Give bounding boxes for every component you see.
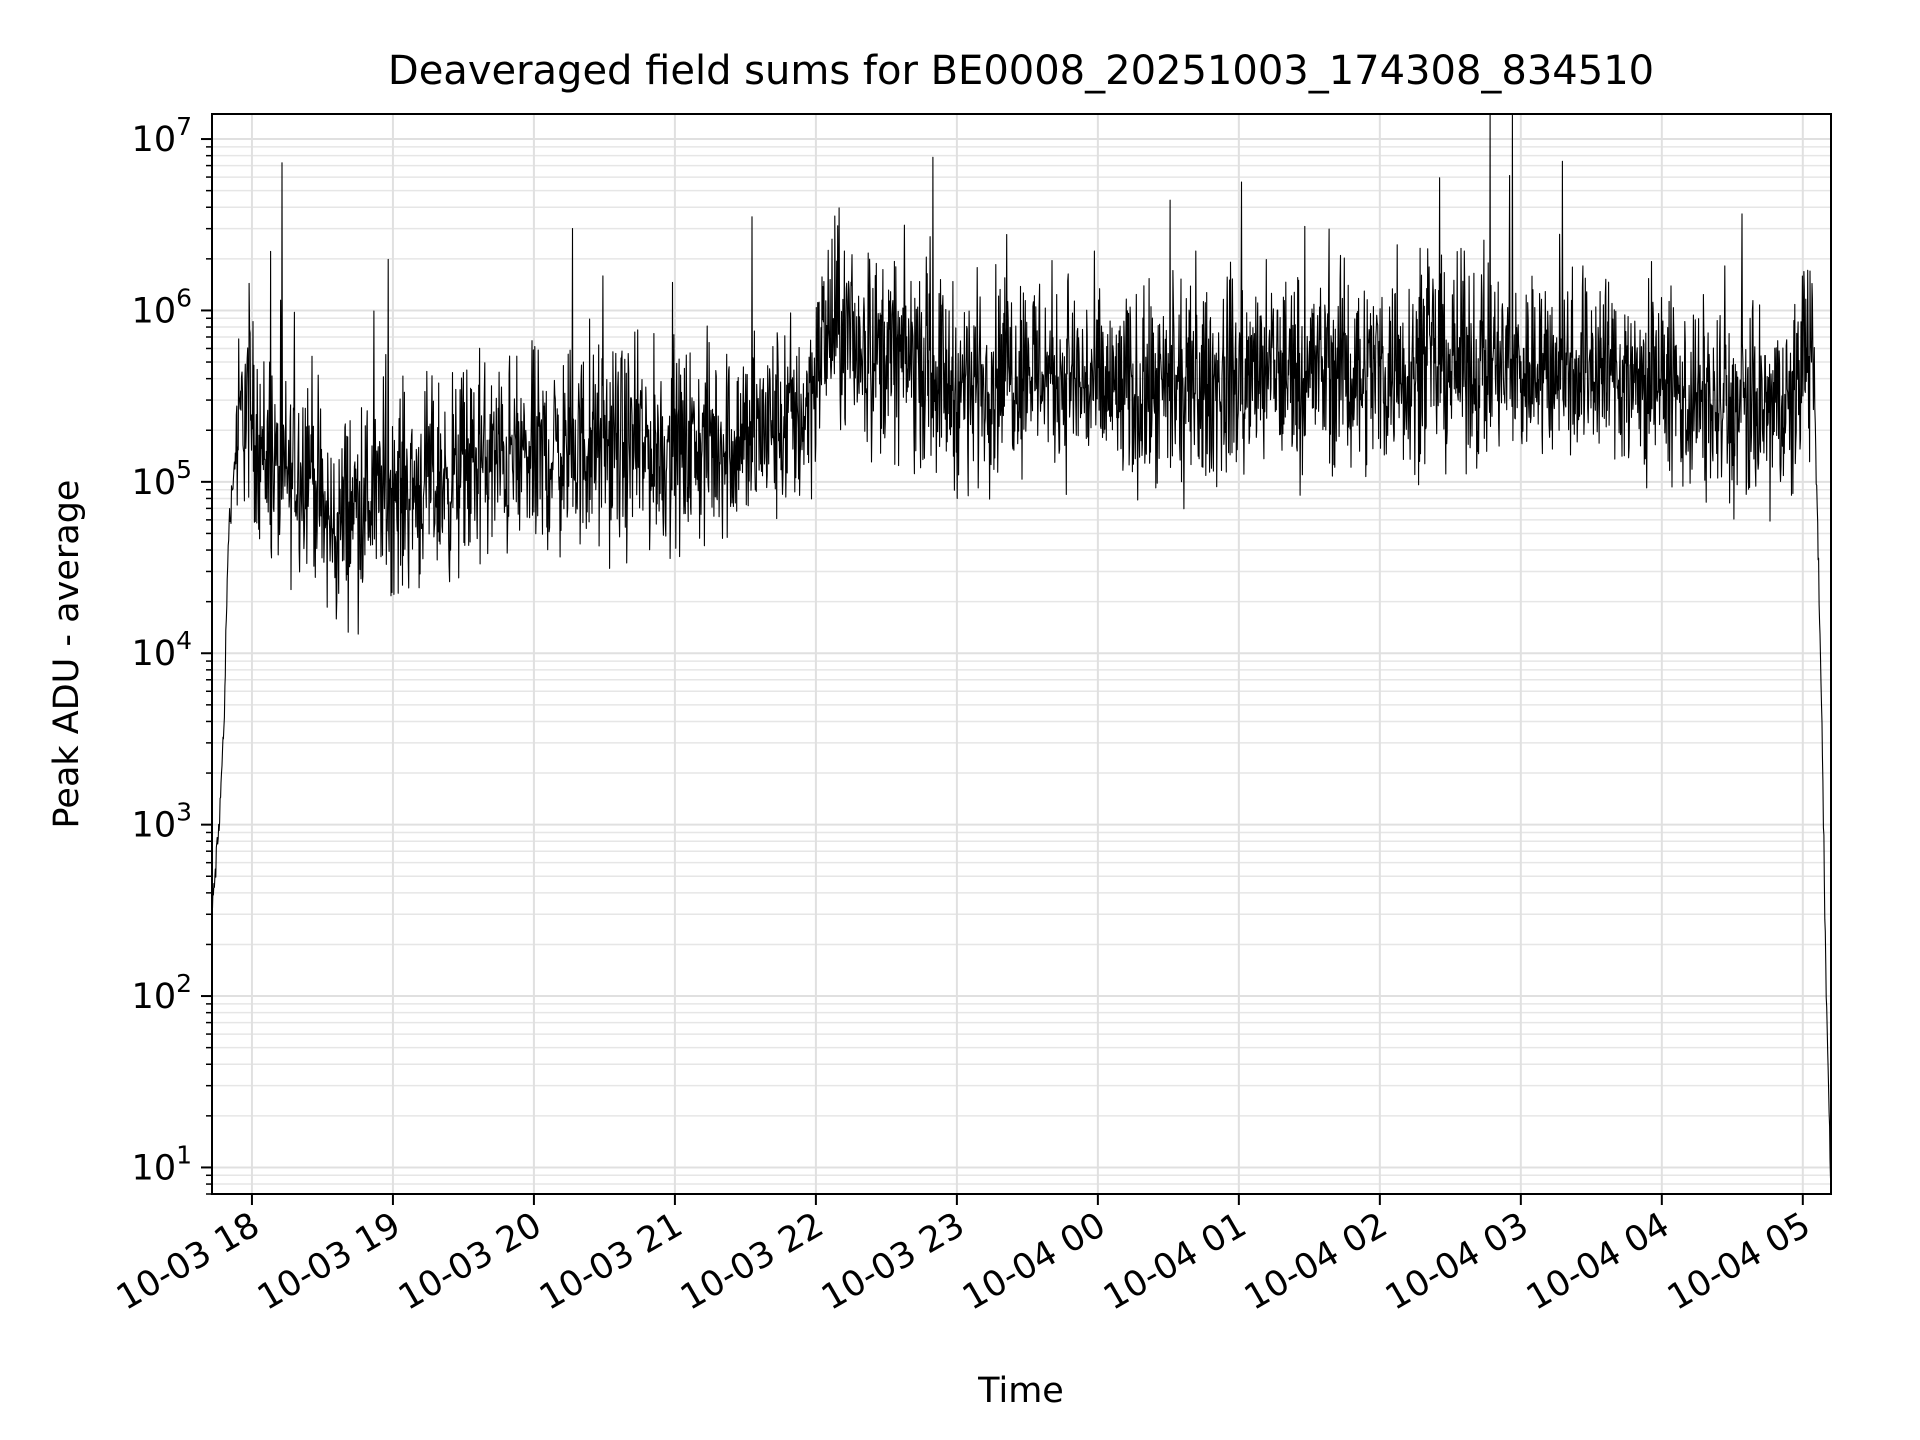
y-axis-label: Peak ADU - average <box>47 480 87 829</box>
y-tick-base: 10 <box>132 463 177 503</box>
y-tick-base: 10 <box>132 634 177 674</box>
y-tick-exponent: 1 <box>176 1140 192 1169</box>
y-tick-label: 106 <box>132 283 192 331</box>
x-axis-label: Time <box>977 1371 1064 1411</box>
y-tick-label: 107 <box>132 112 192 160</box>
y-tick-exponent: 5 <box>176 455 192 484</box>
grid <box>212 114 1831 1195</box>
chart-title: Deaveraged field sums for BE0008_2025100… <box>388 48 1654 94</box>
series-line <box>212 114 1831 1179</box>
y-tick-base: 10 <box>132 977 177 1017</box>
y-tick-base: 10 <box>132 291 177 331</box>
y-tick-label: 102 <box>132 969 192 1017</box>
y-tick-exponent: 7 <box>176 112 192 141</box>
y-tick-exponent: 4 <box>176 626 192 655</box>
y-tick-exponent: 6 <box>176 283 192 312</box>
y-tick-base: 10 <box>132 806 177 846</box>
y-tick-label: 105 <box>132 455 192 503</box>
y-tick-exponent: 3 <box>176 798 192 827</box>
y-tick-label: 101 <box>132 1140 192 1188</box>
y-tick-exponent: 2 <box>176 969 192 998</box>
y-tick-label: 104 <box>132 626 192 674</box>
y-tick-label: 103 <box>132 798 192 846</box>
y-tick-base: 10 <box>132 120 177 160</box>
y-tick-base: 10 <box>132 1148 177 1188</box>
